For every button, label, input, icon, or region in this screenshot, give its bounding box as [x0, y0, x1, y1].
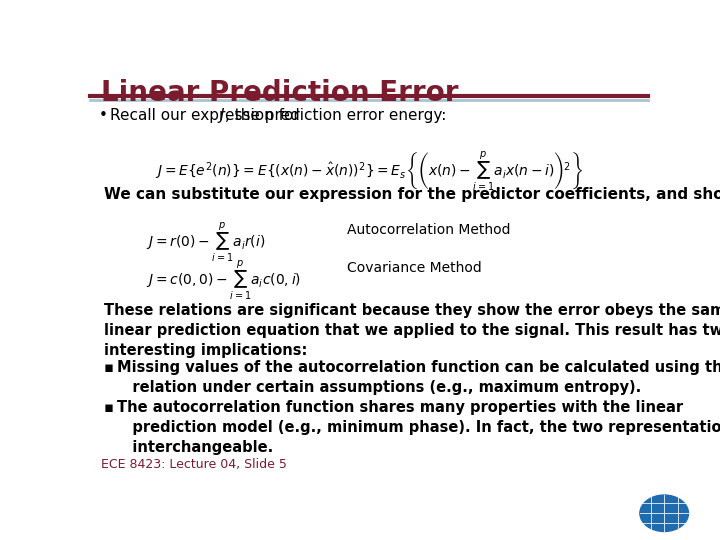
Text: $J = c(0,0) - \sum_{i=1}^{p}a_i c(0,i)$: $J = c(0,0) - \sum_{i=1}^{p}a_i c(0,i)$ — [145, 259, 301, 302]
Text: ▪: ▪ — [104, 400, 114, 415]
Text: Covariance Method: Covariance Method — [347, 261, 482, 275]
Text: Autocorrelation Method: Autocorrelation Method — [347, 223, 510, 237]
Circle shape — [640, 495, 688, 531]
Text: These relations are significant because they show the error obeys the same
linea: These relations are significant because … — [104, 302, 720, 359]
Text: $J = r(0) - \sum_{i=1}^{p}a_i r(i)$: $J = r(0) - \sum_{i=1}^{p}a_i r(i)$ — [145, 221, 265, 264]
Text: •: • — [99, 109, 107, 124]
Text: ▪: ▪ — [104, 360, 114, 375]
Text: , the prediction error energy:: , the prediction error energy: — [225, 109, 446, 124]
Text: ECE 8423: Lecture 04, Slide 5: ECE 8423: Lecture 04, Slide 5 — [101, 458, 287, 471]
Text: Linear Prediction Error: Linear Prediction Error — [101, 79, 459, 107]
Text: We can substitute our expression for the predictor coefficients, and show:: We can substitute our expression for the… — [104, 187, 720, 201]
Text: J: J — [220, 109, 224, 124]
Text: $J = E\{e^2(n)\} = E\left\{(x(n)-\hat{x}(n))^2\right\} = E_s\left\{\left(x(n)-\s: $J = E\{e^2(n)\} = E\left\{(x(n)-\hat{x}… — [155, 150, 583, 193]
Text: Missing values of the autocorrelation function can be calculated using this
   r: Missing values of the autocorrelation fu… — [117, 360, 720, 395]
Text: Recall our expression for: Recall our expression for — [109, 109, 304, 124]
Text: The autocorrelation function shares many properties with the linear
   predictio: The autocorrelation function shares many… — [117, 400, 720, 455]
